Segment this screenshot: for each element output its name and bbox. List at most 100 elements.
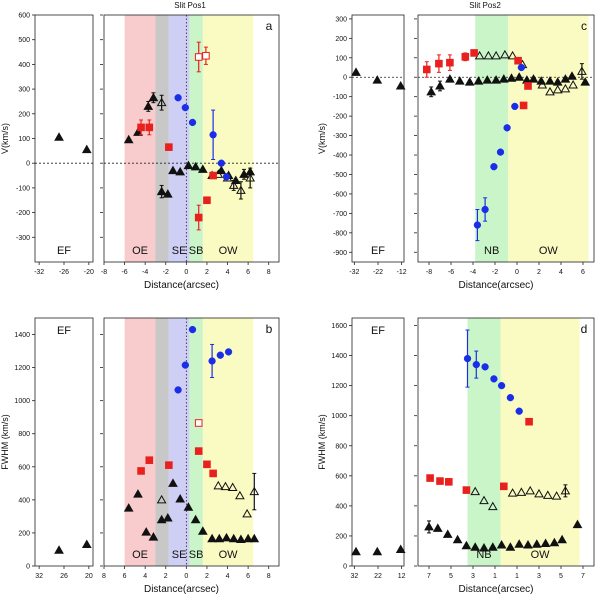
data-point [227, 482, 238, 491]
region-label: OW [219, 549, 239, 561]
x-tick-label: 1 [493, 573, 497, 580]
data-point [242, 508, 252, 518]
data-point [194, 419, 203, 427]
data-point [496, 539, 507, 549]
data-point [249, 486, 260, 496]
data-point [190, 514, 201, 524]
data-point [511, 102, 519, 111]
y-tick-label: -200 [16, 210, 30, 217]
x-tick-label: -32 [349, 269, 359, 276]
data-point [209, 171, 217, 180]
region-label-ef: EF [57, 325, 71, 337]
data-point [491, 75, 501, 84]
y-tick-label: -100 [333, 94, 347, 101]
panels: OE SE SB OW-300-200-1000100200300400500600V… [0, 13, 595, 595]
series-open-triangle-111111 [470, 484, 571, 511]
main-axis-frame [103, 317, 280, 567]
series-filled-square-e8211e [423, 49, 532, 110]
y-tick-label: 1000 [331, 413, 347, 420]
x-tick-label: 4 [226, 269, 230, 276]
data-point [174, 386, 182, 394]
data-point [202, 51, 210, 60]
data-point [473, 76, 484, 85]
x-tick-label: 32 [350, 573, 358, 580]
panel-d: NB OW 0 200 400 600 800 1000 1200 1400 1600 FWHM (k… [317, 317, 595, 595]
data-point-ef [372, 546, 383, 556]
y-tick-label: -200 [333, 114, 347, 121]
data-point [515, 407, 523, 415]
x-tick-label: -8 [101, 269, 107, 276]
x-tick-label: 22 [374, 573, 382, 580]
data-point [463, 354, 472, 363]
y-tick-label: -300 [16, 235, 30, 242]
data-point [143, 101, 154, 110]
y-axis-label: V(km/s) [317, 123, 327, 154]
data-point [243, 533, 253, 543]
data-point [168, 478, 178, 487]
data-point [183, 502, 194, 511]
data-point [496, 148, 505, 156]
series-filled-circle-1a2ee8 [174, 94, 231, 181]
region-label: SB [189, 549, 204, 561]
region-label: SE [172, 245, 187, 257]
data-point [470, 486, 481, 496]
region-band [500, 318, 580, 566]
x-tick-label: -6 [121, 269, 127, 276]
region-label-ef: EF [371, 245, 385, 257]
series-filled-square-e8211e [137, 447, 217, 478]
data-point [528, 74, 539, 83]
x-axis-label: Distance(arcsec) [144, 280, 219, 291]
data-point [479, 542, 489, 552]
data-point [162, 189, 173, 198]
data-point [156, 494, 167, 504]
data-point [524, 82, 532, 90]
data-point [572, 519, 583, 529]
series-filled-circle-1a2ee8 [463, 329, 523, 415]
x-tick-label: 7 [427, 573, 431, 580]
data-point [487, 542, 498, 551]
data-point [498, 74, 509, 83]
x-axis-label: Distance(arcsec) [144, 584, 219, 595]
data-point [423, 65, 431, 74]
data-point [487, 501, 498, 511]
x-tick-label: -20 [84, 269, 94, 276]
data-point [194, 447, 203, 455]
left-axis-frame [34, 317, 94, 567]
data-point-ef [81, 539, 92, 549]
data-point [461, 53, 470, 61]
x-tick-label: 2 [205, 269, 209, 276]
panel-letter: d [581, 322, 588, 336]
data-point-ef [54, 132, 64, 141]
y-tick-label: 500 [18, 37, 30, 44]
y-tick-label: 600 [18, 13, 30, 20]
y-tick-label: 600 [18, 464, 30, 471]
data-point [497, 381, 506, 390]
data-point [525, 417, 533, 426]
data-point [222, 173, 231, 181]
data-point [481, 363, 489, 371]
data-point [540, 538, 551, 547]
data-point [236, 185, 246, 194]
data-point [464, 77, 475, 86]
data-point [470, 542, 481, 551]
y-tick-label: 0 [26, 161, 30, 168]
data-point [519, 101, 528, 110]
data-point [424, 521, 434, 531]
region-band [168, 318, 190, 566]
y-tick-label: 800 [335, 443, 347, 450]
region-band [168, 15, 190, 262]
data-point [148, 92, 159, 102]
data-point [470, 49, 478, 57]
left-axis-frame [351, 317, 405, 567]
data-point [567, 71, 577, 80]
data-point [432, 523, 443, 532]
region-band [508, 15, 589, 262]
data-point [197, 526, 208, 535]
x-tick-label: 1 [515, 573, 519, 580]
data-point [162, 513, 173, 522]
data-point [123, 134, 134, 144]
data-point [245, 173, 256, 182]
x-tick-label: 4 [559, 269, 563, 276]
data-point [523, 539, 533, 549]
x-tick-label: 2 [164, 573, 168, 580]
